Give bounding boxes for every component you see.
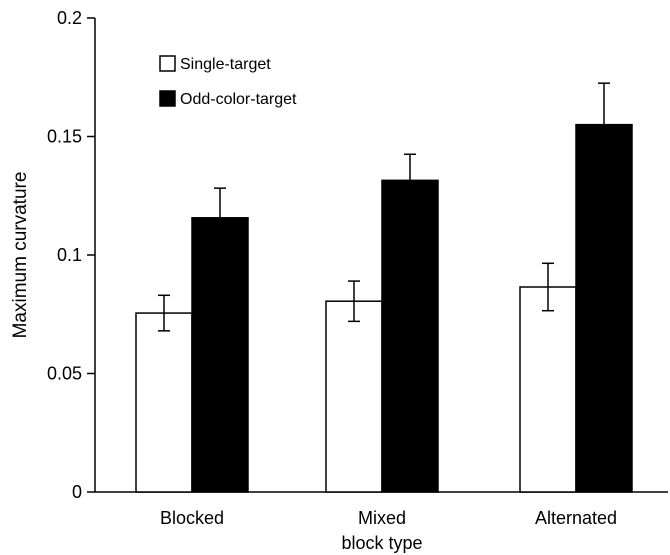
error-bar	[542, 262, 554, 312]
y-tick-label: 0.05	[47, 364, 82, 384]
x-tick-label: Mixed	[358, 508, 406, 528]
y-axis: 0 0.05 0.1 0.15 0.2 Maximum curvature	[10, 8, 96, 502]
error-bar	[214, 187, 226, 218]
error-bar	[598, 82, 610, 125]
y-ticks: 0 0.05 0.1 0.15 0.2	[47, 8, 95, 502]
x-ticks: Blocked Mixed Alternated	[160, 508, 617, 528]
bar-odd-color-target	[575, 123, 633, 493]
y-tick-label: 0.15	[47, 127, 82, 147]
error-bars	[158, 82, 610, 332]
error-bar	[158, 294, 170, 332]
error-bar	[404, 153, 416, 181]
bar-single-target	[135, 312, 193, 493]
x-axis-label: block type	[341, 533, 422, 553]
y-axis-label: Maximum curvature	[10, 172, 31, 339]
x-axis: Blocked Mixed Alternated block type	[95, 491, 668, 553]
bar-odd-color-target	[191, 217, 249, 493]
y-tick-label: 0.2	[57, 8, 82, 28]
error-bar	[348, 280, 360, 323]
y-tick-label: 0	[72, 482, 82, 502]
bars	[135, 123, 633, 493]
legend-label-odd-color-target: Odd-color-target	[180, 91, 297, 108]
y-tick-label: 0.1	[57, 245, 82, 265]
legend: Single-target Odd-color-target	[159, 55, 297, 108]
bar-single-target	[519, 286, 577, 493]
x-tick-label: Blocked	[160, 508, 224, 528]
legend-label-single-target: Single-target	[180, 56, 271, 73]
bar-single-target	[325, 300, 383, 493]
bar-odd-color-target	[381, 179, 439, 493]
legend-swatch-odd-color-target	[159, 90, 176, 107]
legend-swatch-single-target	[159, 55, 176, 72]
x-tick-label: Alternated	[535, 508, 617, 528]
